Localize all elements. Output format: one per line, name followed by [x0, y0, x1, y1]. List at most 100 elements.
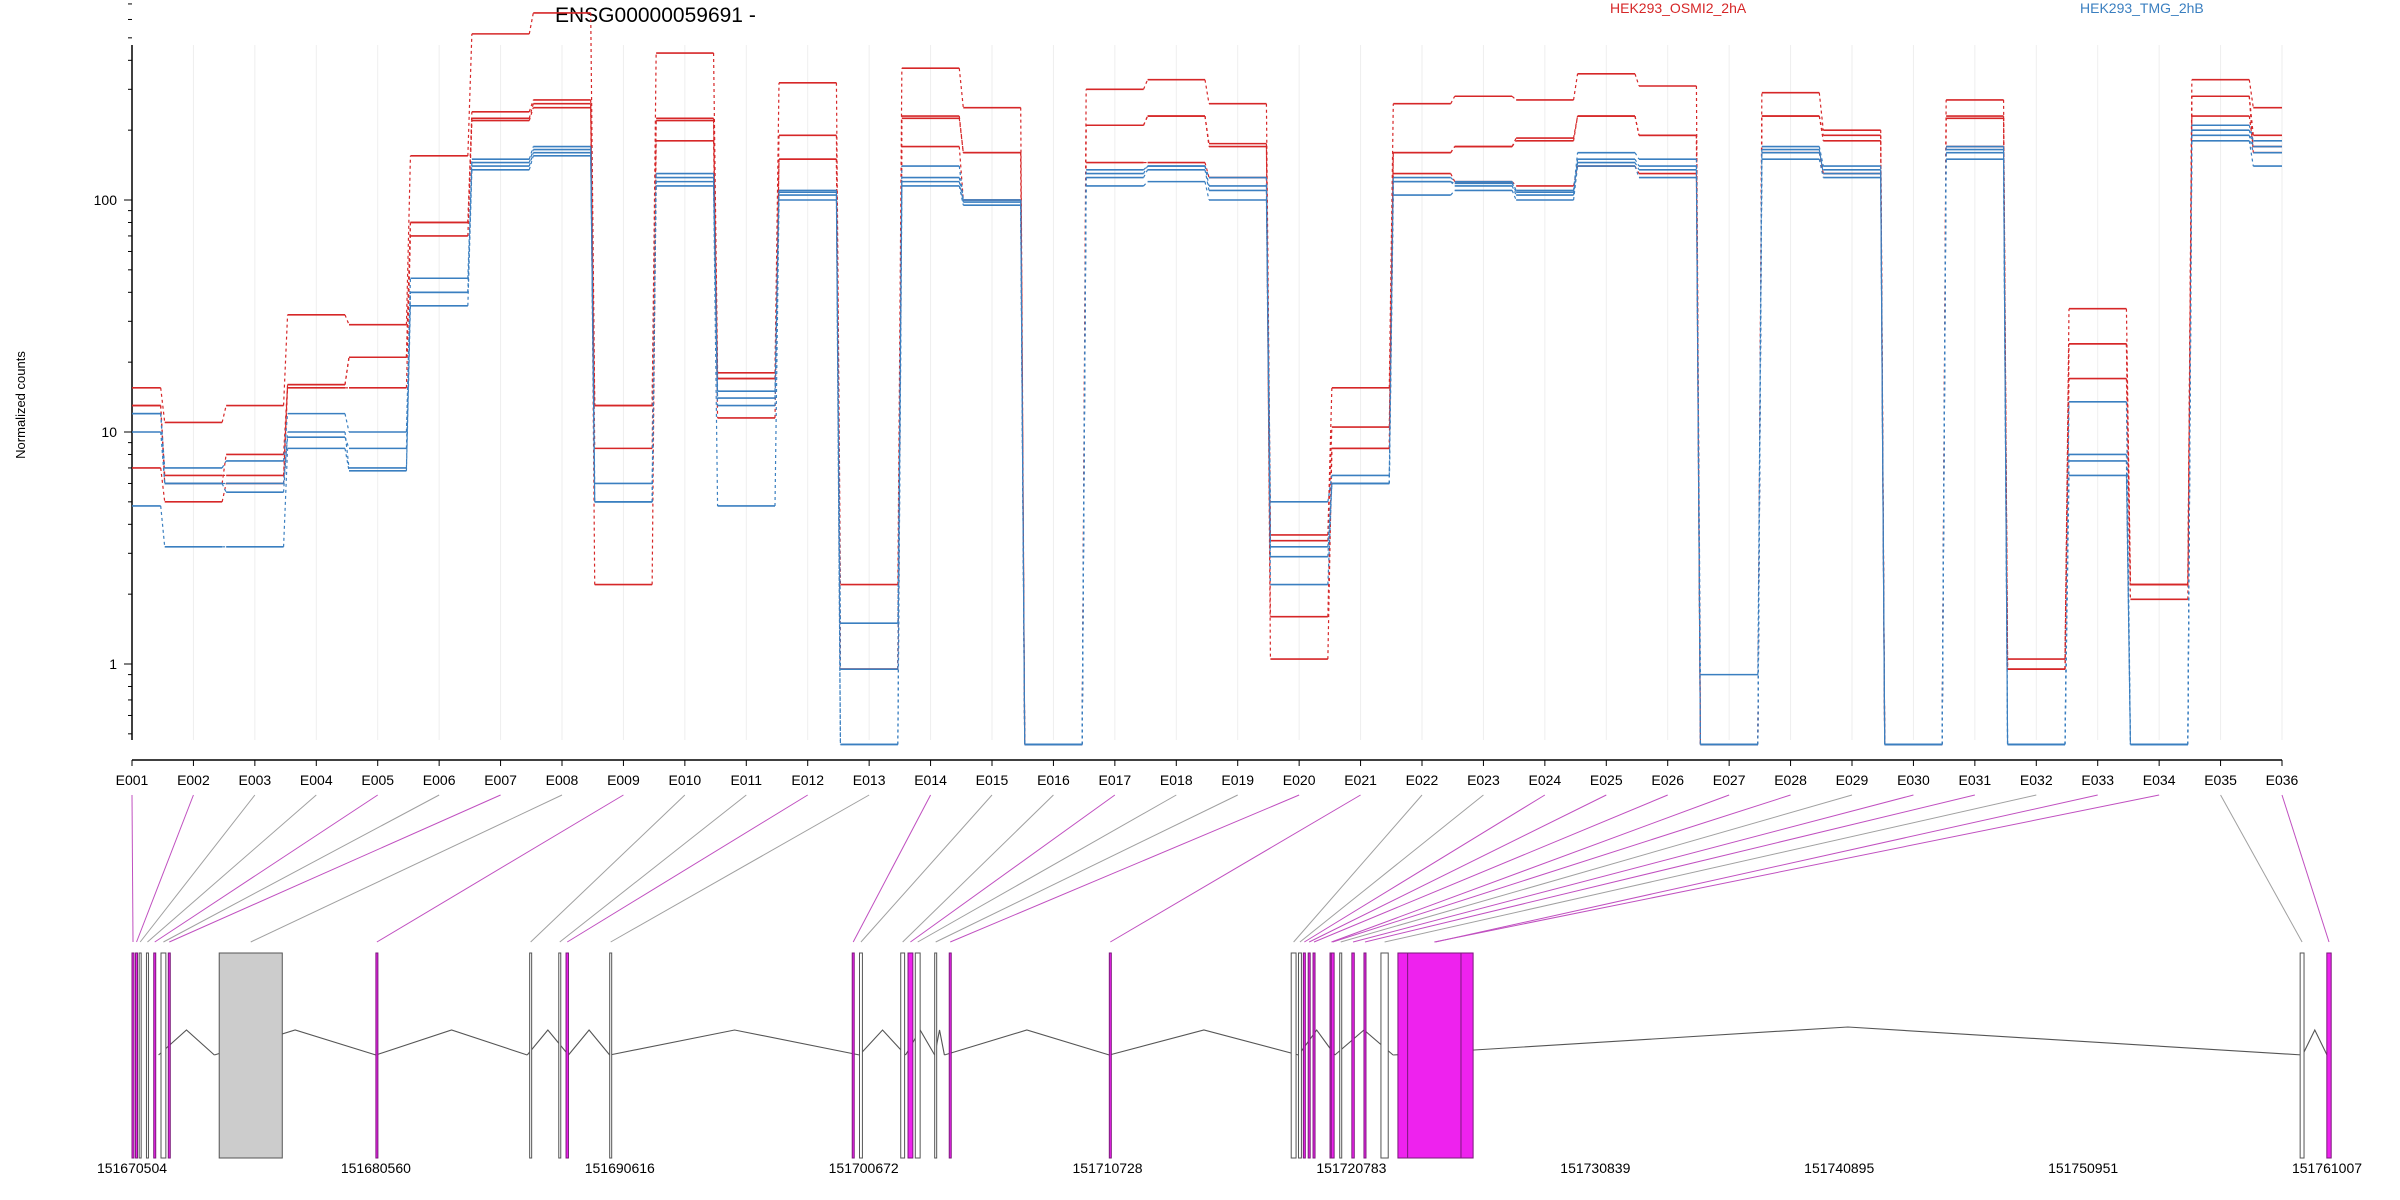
series-connector	[1388, 177, 1394, 476]
x-tick-label-e031: E031	[1959, 772, 1992, 788]
series-connector	[2064, 308, 2070, 660]
series-connector	[1511, 183, 1517, 193]
series-connector	[651, 140, 657, 585]
series-connector	[2248, 79, 2254, 108]
genomic-coordinate-label: 151680560	[341, 1160, 411, 1176]
y-tick-label: 1	[109, 656, 117, 672]
series-connector	[1450, 181, 1455, 184]
series-connector	[528, 99, 534, 112]
exon-box-e010	[529, 952, 533, 1159]
exon-box-e018	[914, 952, 921, 1159]
series-connector	[528, 152, 534, 167]
series-connector	[1511, 185, 1517, 196]
chart-title: ENSG00000059691 -	[555, 4, 756, 27]
exon-box-e029	[1339, 952, 1343, 1159]
series-connector	[1511, 137, 1517, 147]
connector-e008	[250, 794, 563, 943]
x-tick-label-e008: E008	[546, 772, 579, 788]
x-tick-label-e024: E024	[1529, 772, 1562, 788]
series-hek293_osmi2_2ha-0	[132, 12, 2282, 746]
series-connector	[651, 177, 657, 502]
x-tick-label-e014: E014	[914, 772, 947, 788]
series-connector	[1327, 483, 1333, 585]
x-tick-label-e017: E017	[1099, 772, 1132, 788]
series-connector	[1204, 79, 1210, 104]
connector-e014	[852, 794, 932, 943]
exon-box-e014	[851, 952, 855, 1159]
x-tick-label-e005: E005	[361, 772, 394, 788]
series-connector	[1757, 146, 1763, 675]
exon-box-e024	[1302, 952, 1306, 1159]
x-tick-label-e009: E009	[607, 772, 640, 788]
connector-e026	[1313, 794, 1668, 943]
connector-e028	[1332, 794, 1791, 943]
x-tick-label-e022: E022	[1406, 772, 1439, 788]
genomic-coordinate-label: 151750951	[2048, 1160, 2118, 1176]
connector-e004	[147, 794, 317, 943]
series-connector	[467, 162, 473, 293]
exon-box-e011	[558, 952, 562, 1159]
series-connector	[344, 357, 350, 385]
exon-box-e031	[1363, 952, 1367, 1159]
exon-box-e003	[138, 952, 142, 1159]
legend-label-osmi2: HEK293_OSMI2_2hA	[1610, 0, 1747, 16]
connector-e035	[2220, 794, 2303, 943]
series-connector	[1634, 165, 1640, 178]
series-connector	[467, 120, 473, 236]
exon-box-e017	[907, 952, 914, 1159]
connector-e019	[935, 794, 1238, 943]
intron-line	[609, 1029, 860, 1056]
x-tick-label-e018: E018	[1160, 772, 1193, 788]
x-tick-label-e034: E034	[2143, 772, 2176, 788]
connector-e023	[1299, 794, 1484, 943]
series-connector	[160, 387, 166, 423]
vertical-gridlines	[131, 45, 2283, 740]
genomic-coordinate-label: 151720783	[1316, 1160, 1386, 1176]
series-connector	[712, 177, 719, 399]
series-connector	[712, 185, 719, 506]
x-tick-label-e010: E010	[669, 772, 702, 788]
connector-e001	[131, 794, 134, 943]
series-connector	[282, 437, 289, 484]
series-connector	[774, 199, 780, 506]
series-connector	[1450, 95, 1456, 105]
exon-box-e028	[1330, 952, 1335, 1159]
series-hek293_osmi2_2ha-2	[132, 106, 2282, 746]
x-tick-label-e020: E020	[1283, 772, 1316, 788]
x-tick-label-e013: E013	[853, 772, 886, 788]
exon-box-e015	[859, 952, 863, 1159]
connector-e011	[559, 794, 747, 943]
x-tick-label-e025: E025	[1590, 772, 1623, 788]
intron-line	[568, 1029, 611, 1056]
intron-line	[375, 1029, 528, 1056]
x-tick-label-e011: E011	[730, 772, 762, 788]
series-connector	[958, 116, 964, 153]
series-connector	[1572, 115, 1579, 139]
exon-box-e001	[131, 952, 135, 1159]
series-connector	[528, 107, 534, 121]
exon-box-e030	[1351, 952, 1355, 1159]
series-connector	[1695, 173, 1702, 745]
series-connector	[1695, 166, 1702, 745]
exon-box-e034	[1407, 952, 1462, 1159]
gene-model-track: 151670504 151680560 151690616 151700672 1517…	[97, 952, 2362, 1176]
series-connector	[2125, 343, 2132, 585]
connector-e006	[163, 794, 440, 943]
series-connector	[1327, 427, 1333, 541]
series-lines	[132, 12, 2282, 746]
genomic-coordinate-label: 151730839	[1560, 1160, 1630, 1176]
series-connector	[1143, 115, 1149, 126]
connector-e021	[1110, 794, 1361, 943]
x-tick-label-e007: E007	[484, 772, 517, 788]
series-connector	[1450, 146, 1456, 153]
connector-e033	[1435, 794, 2098, 943]
genomic-coordinate-label: 151700672	[829, 1160, 899, 1176]
intron-line	[1109, 1029, 1299, 1056]
x-tick-label-e003: E003	[239, 772, 272, 788]
connector-e005	[154, 794, 378, 943]
x-tick-label-e032: E032	[2020, 772, 2053, 788]
x-tick-label-e015: E015	[976, 772, 1009, 788]
series-connector	[2002, 159, 2009, 745]
series-connector	[1388, 103, 1394, 388]
x-tick-label-e035: E035	[2204, 772, 2237, 788]
